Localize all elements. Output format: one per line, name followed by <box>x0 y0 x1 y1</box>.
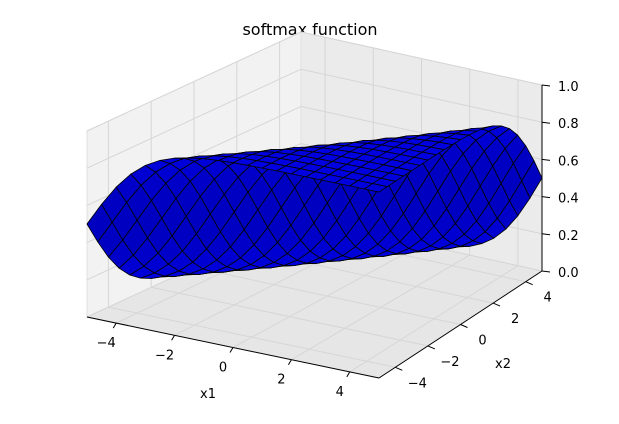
z-tick-label: 0.8 <box>558 117 579 132</box>
y-tick <box>427 345 436 350</box>
surface-face <box>363 183 388 193</box>
x-tick <box>287 359 292 365</box>
back-gridline <box>300 68 543 123</box>
x-tick-label: 2 <box>277 373 285 388</box>
back-gridline <box>300 31 543 86</box>
z-tick <box>541 121 551 124</box>
x-tick <box>346 371 351 378</box>
y-tick-label: −4 <box>408 376 427 391</box>
left-gridline <box>86 31 302 132</box>
z-tick <box>541 196 551 199</box>
z-tick <box>541 84 551 87</box>
y-tick <box>460 324 468 328</box>
floor-gridline <box>291 254 470 361</box>
z-tick-label: 0.6 <box>558 154 579 169</box>
y-tick-label: 4 <box>544 291 552 306</box>
x-tick-label: 4 <box>336 385 344 400</box>
surface <box>86 125 543 279</box>
x-tick-label: −2 <box>155 348 174 363</box>
x-tick <box>112 322 117 329</box>
y-tick-label: 0 <box>478 334 486 349</box>
x-tick <box>171 335 176 341</box>
x-tick-label: −4 <box>97 336 116 351</box>
z-tick-label: 0.0 <box>558 266 579 281</box>
floor-gridline <box>349 265 519 373</box>
z-tick <box>541 158 551 161</box>
left-gridline <box>86 68 302 169</box>
z-tick-label: 0.4 <box>558 192 579 207</box>
y-tick <box>525 281 533 286</box>
x-tick-label: 0 <box>219 361 227 376</box>
y-tick <box>395 366 403 371</box>
y-tick <box>492 302 501 307</box>
y-tick-label: −2 <box>440 355 459 370</box>
floor-gridline <box>193 267 461 325</box>
z-tick-label: 0.2 <box>558 229 579 244</box>
z-tick <box>541 270 551 273</box>
y-tick-label: 2 <box>511 312 519 327</box>
axis-ticks: −4 −4 −2 −2 0 0 2 2 4 4 0.0 0.2 0.4 0.6 0.8 1.0 <box>97 80 579 400</box>
z-tick-label: 1.0 <box>558 80 579 95</box>
z-tick <box>541 233 551 236</box>
chart-title: softmax function <box>242 20 377 39</box>
x-axis-label: x1 <box>200 387 216 402</box>
x-tick <box>229 347 234 353</box>
y-axis-label: x2 <box>495 357 511 372</box>
